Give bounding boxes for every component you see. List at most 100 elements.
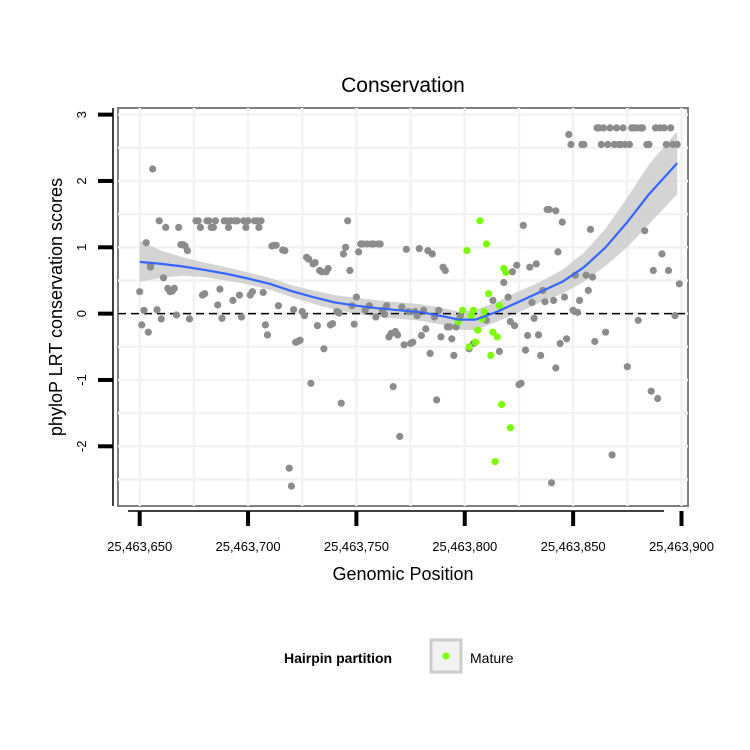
other-point xyxy=(361,306,369,314)
other-point xyxy=(285,464,293,472)
other-point xyxy=(545,205,553,214)
other-point xyxy=(489,296,497,304)
other-point xyxy=(558,218,566,226)
confidence-ribbon xyxy=(139,131,678,331)
other-point xyxy=(372,313,380,321)
other-point xyxy=(556,339,564,348)
grid xyxy=(118,108,688,506)
other-point xyxy=(422,325,430,333)
other-point xyxy=(576,296,584,304)
other-point xyxy=(526,263,534,271)
other-point xyxy=(257,217,265,225)
other-point xyxy=(599,124,608,132)
other-point xyxy=(274,302,282,310)
x-tick-label: 25,463,900 xyxy=(649,539,714,554)
other-point xyxy=(513,261,521,269)
mature-point xyxy=(491,458,499,466)
other-point xyxy=(450,351,458,359)
other-point xyxy=(532,260,540,268)
other-point xyxy=(508,268,516,276)
legend-title: Hairpin partition xyxy=(284,650,392,666)
other-point xyxy=(413,312,421,320)
smooth-line xyxy=(139,162,679,321)
other-point xyxy=(417,331,425,340)
other-points xyxy=(136,124,683,490)
other-point xyxy=(342,243,350,251)
other-point xyxy=(183,247,191,255)
other-point xyxy=(201,290,209,298)
other-point xyxy=(272,241,280,249)
other-point xyxy=(157,315,165,323)
other-point xyxy=(214,301,222,309)
other-point xyxy=(671,312,679,320)
x-tick-label: 25,463,650 xyxy=(107,539,172,554)
other-point xyxy=(376,240,384,248)
other-point xyxy=(500,278,508,287)
other-point xyxy=(142,239,150,247)
y-tick-label: 0 xyxy=(74,310,89,317)
other-point xyxy=(415,245,423,253)
other-point xyxy=(162,223,170,231)
mature-point xyxy=(474,326,482,334)
other-point xyxy=(645,140,653,149)
other-point xyxy=(185,315,194,323)
other-point xyxy=(149,165,157,173)
other-point xyxy=(170,284,178,292)
other-point xyxy=(136,288,144,296)
other-point xyxy=(530,314,538,322)
other-point xyxy=(320,345,328,353)
other-point xyxy=(649,266,657,275)
other-point xyxy=(519,221,527,229)
other-point xyxy=(573,308,582,316)
mature-point xyxy=(495,302,503,310)
other-point xyxy=(337,399,345,407)
other-point xyxy=(313,322,321,330)
other-point xyxy=(409,338,417,346)
x-tick-label: 25,463,700 xyxy=(215,539,280,554)
other-point xyxy=(144,328,152,336)
other-point xyxy=(259,288,267,296)
other-point xyxy=(658,250,666,258)
x-tick-label: 25,463,750 xyxy=(324,539,389,554)
other-point xyxy=(324,264,332,273)
other-point xyxy=(153,306,161,314)
confidence-ribbon-area xyxy=(139,131,678,331)
other-point xyxy=(311,259,319,267)
smooth-trend-line xyxy=(139,162,679,321)
other-point xyxy=(218,314,226,322)
other-point xyxy=(329,320,337,328)
y-tick-label: 2 xyxy=(74,177,89,184)
other-point xyxy=(435,306,443,314)
other-point xyxy=(586,225,595,233)
other-point xyxy=(305,255,313,263)
other-point xyxy=(437,333,445,341)
other-point xyxy=(235,291,243,299)
other-point xyxy=(625,140,634,149)
other-point xyxy=(647,387,655,395)
mature-point xyxy=(487,351,495,359)
other-point xyxy=(517,379,525,387)
mature-point xyxy=(489,328,497,336)
other-point xyxy=(400,341,408,349)
mature-point xyxy=(485,290,493,298)
other-point xyxy=(352,293,360,301)
other-point xyxy=(589,273,597,281)
x-tick-label: 25,463,800 xyxy=(432,539,497,554)
chart-title: Conservation xyxy=(341,74,465,97)
other-point xyxy=(140,306,148,314)
mature-points xyxy=(454,217,514,466)
other-point xyxy=(591,337,599,346)
other-point xyxy=(662,140,670,149)
other-point xyxy=(255,223,263,231)
other-point xyxy=(242,223,250,231)
x-axis: 25,463,650 25,463,700 25,463,750 25,463,800… xyxy=(107,510,714,554)
mature-point xyxy=(506,424,514,432)
other-point xyxy=(383,302,391,310)
mature-point xyxy=(476,217,484,225)
other-point xyxy=(664,266,673,275)
other-point xyxy=(567,140,575,149)
other-point xyxy=(196,223,204,231)
mature-point xyxy=(465,343,473,351)
other-point xyxy=(608,451,616,459)
